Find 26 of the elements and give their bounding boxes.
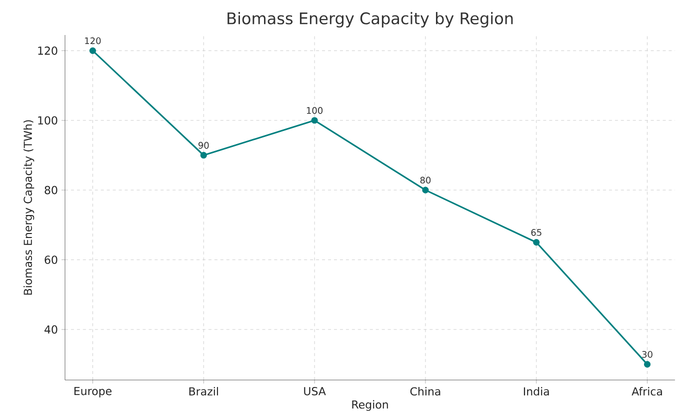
point <box>89 47 96 54</box>
y-axis-title: Biomass Energy Capacity (TWh) <box>24 120 34 295</box>
point <box>533 239 540 246</box>
data-label: 30 <box>642 350 652 358</box>
x-tick-label: India <box>524 387 549 396</box>
x-tick-label: USA <box>304 387 326 396</box>
y-tick-label: 40 <box>44 325 58 334</box>
x-tick-label: Africa <box>632 387 662 396</box>
x-tick-label: China <box>410 387 440 396</box>
y-tick-label: 60 <box>44 256 58 264</box>
point <box>422 186 429 194</box>
point <box>311 117 318 124</box>
data-label: 90 <box>198 142 209 149</box>
y-tick-label: 100 <box>38 116 58 125</box>
point <box>200 152 207 159</box>
data-label: 65 <box>531 229 542 236</box>
x-tick-label: Europe <box>74 387 112 398</box>
y-tick-label: 80 <box>44 186 58 194</box>
y-tick-label: 120 <box>38 46 58 55</box>
data-label: 80 <box>420 176 431 184</box>
chart-title: Biomass Energy Capacity by Region <box>228 12 513 28</box>
x-tick-label: Brazil <box>189 387 218 396</box>
x-axis-title: Region <box>352 400 388 411</box>
point <box>644 361 651 368</box>
data-label: 100 <box>306 107 323 114</box>
data-label: 120 <box>85 37 101 44</box>
